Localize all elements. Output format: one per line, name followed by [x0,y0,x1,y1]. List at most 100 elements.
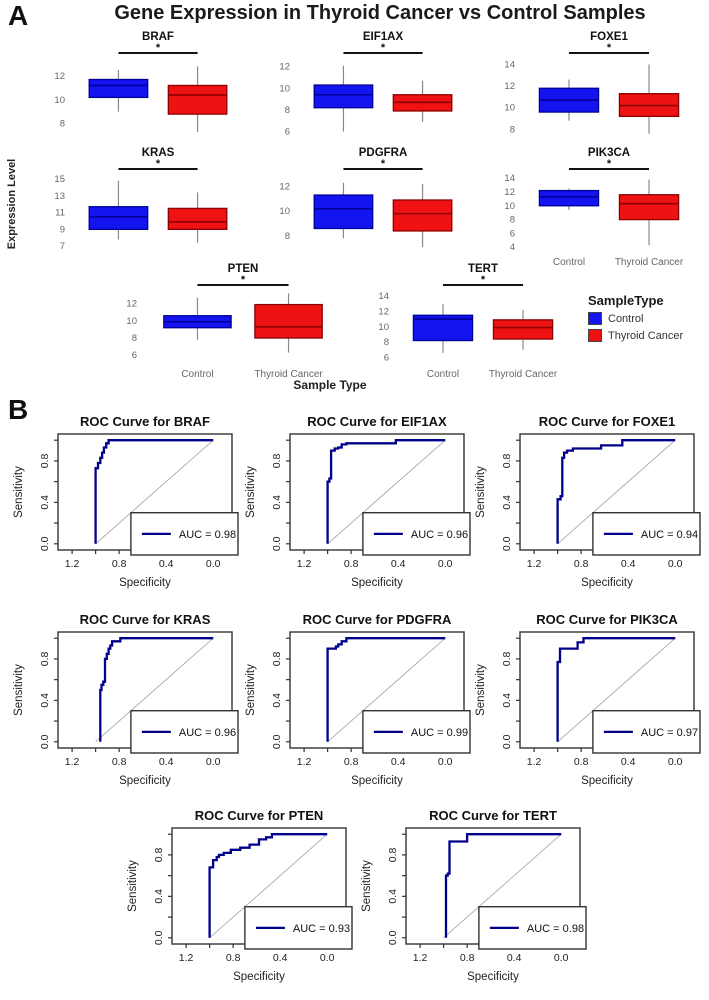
diagonal-reference-line [443,833,562,939]
diagonal-reference-line [327,439,446,545]
y-tick-label: 12 [54,71,65,82]
y-tick-label: 9 [60,224,65,235]
roc-plot-BRAF: ROC Curve for BRAF 1.2 0.8 0.4 0.0 0.0 0.4 0.8 S… [13,414,239,589]
y-tick-label: 0.4 [501,495,513,510]
group-label-control: Control [427,369,459,380]
y-tick-label: 12 [504,81,515,92]
x-tick-label: 0.8 [344,558,359,570]
roc-plot-KRAS: ROC Curve for KRAS 1.2 0.8 0.4 0.0 0.0 0.4 0.8 S… [13,612,239,787]
significance-star: * [607,42,612,54]
y-tick-label: 0.8 [153,847,165,862]
group-label-thyroid-cancer: Thyroid Cancer [489,369,558,380]
y-tick-label: 8 [510,215,515,226]
x-tick-label: 0.4 [507,952,522,964]
sensitivity-axis-label: Sensitivity [13,466,25,518]
sensitivity-axis-label: Sensitivity [245,466,257,518]
group-label-control: Control [181,369,213,380]
thyroid-cancer-box [492,319,554,340]
y-tick-label: 0.4 [387,889,399,904]
auc-value-label: AUC = 0.96 [179,727,236,739]
y-tick-label: 11 [55,208,65,219]
x-tick-label: 1.2 [179,952,194,964]
significance-star: * [241,274,246,286]
sensitivity-axis-label: Sensitivity [361,860,373,912]
x-tick-label: 0.8 [460,952,475,964]
sensitivity-axis-label: Sensitivity [475,664,487,716]
y-tick-label: 7 [60,241,65,252]
sensitivity-axis-label: Sensitivity [127,860,139,912]
sensitivity-axis-label: Sensitivity [245,664,257,716]
y-tick-label: 0.4 [39,495,51,510]
x-tick-label: 0.0 [438,756,453,768]
y-tick-label: 4 [510,242,515,253]
thyroid-cancer-box [618,194,680,221]
y-tick-label: 0.0 [271,536,283,551]
y-tick-label: 0.0 [271,734,283,749]
thyroid-cancer-box [392,199,453,232]
x-tick-label: 0.4 [391,756,406,768]
y-tick-label: 15 [54,174,65,185]
y-tick-label: 8 [285,231,290,242]
boxplot-EIF1AX: EIF1AX* 6 8 10 12 [279,31,453,138]
y-tick-label: 0.8 [501,651,513,666]
y-tick-label: 0.0 [153,930,165,945]
boxplot-PDGFRA: PDGFRA* 8 10 12 [279,147,453,248]
diagonal-reference-line [95,439,214,545]
roc-title: ROC Curve for BRAF [80,414,210,429]
x-tick-label: 0.8 [344,756,359,768]
gene-title: TERT [468,263,498,275]
y-tick-label: 0.4 [39,693,51,708]
roc-plot-PTEN: ROC Curve for PTEN 1.2 0.8 0.4 0.0 0.0 0.4 0.8 S… [127,808,353,983]
y-tick-label: 12 [279,62,290,73]
x-tick-label: 0.0 [438,558,453,570]
y-tick-label: 12 [126,299,137,310]
roc-curve [208,833,328,938]
y-tick-label: 8 [285,105,290,116]
legend-item-control: Control [588,312,683,325]
thyroid-cancer-box [167,207,228,231]
x-tick-label: 0.0 [668,558,683,570]
specificity-axis-label: Specificity [467,971,519,983]
y-tick-label: 10 [504,103,515,114]
y-tick-label: 0.8 [271,453,283,468]
boxplot-BRAF: BRAF* 8 10 12 [54,31,228,133]
thyroid-cancer-box [167,84,228,115]
diagonal-reference-line [327,637,446,743]
auc-value-label: AUC = 0.98 [179,529,236,541]
roc-curve [326,637,446,742]
x-tick-label: 0.4 [621,756,636,768]
gene-title: KRAS [142,147,175,159]
auc-value-label: AUC = 0.98 [527,923,584,935]
y-tick-label: 12 [279,181,290,192]
y-tick-label: 10 [279,206,290,217]
gene-title: EIF1AX [363,31,404,43]
y-tick-label: 0.0 [39,734,51,749]
x-tick-label: 1.2 [297,756,312,768]
legend-title: SampleType [588,293,664,308]
boxplot-KRAS: KRAS* 7 9 11 13 15 [54,147,228,252]
y-tick-label: 0.4 [271,693,283,708]
specificity-axis-label: Specificity [581,775,633,787]
y-tick-label: 6 [285,127,290,138]
specificity-axis-label: Specificity [119,775,171,787]
roc-title: ROC Curve for PTEN [195,808,324,823]
y-tick-label: 0.0 [501,734,513,749]
x-tick-label: 0.8 [574,756,589,768]
y-tick-label: 8 [384,337,389,348]
specificity-axis-label: Specificity [581,577,633,589]
significance-star: * [481,274,486,286]
y-tick-label: 10 [54,95,65,106]
auc-value-label: AUC = 0.96 [411,529,468,541]
legend-item-thyroid-cancer: Thyroid Cancer [588,329,683,342]
gene-title: FOXE1 [590,31,628,43]
x-tick-label: 1.2 [297,558,312,570]
significance-star: * [156,42,161,54]
y-tick-label: 14 [504,59,515,70]
y-tick-label: 8 [132,333,137,344]
y-tick-label: 10 [279,83,290,94]
x-tick-label: 0.4 [391,558,406,570]
boxplot-PTEN: PTEN* 6 8 10 12 Control Thyroid Cancer [126,263,323,380]
thyroid-cancer-box [254,303,323,339]
sensitivity-axis-label: Sensitivity [475,466,487,518]
boxplot-TERT: TERT* 6 8 10 12 14 Control Thyroid Cancer [378,263,558,380]
